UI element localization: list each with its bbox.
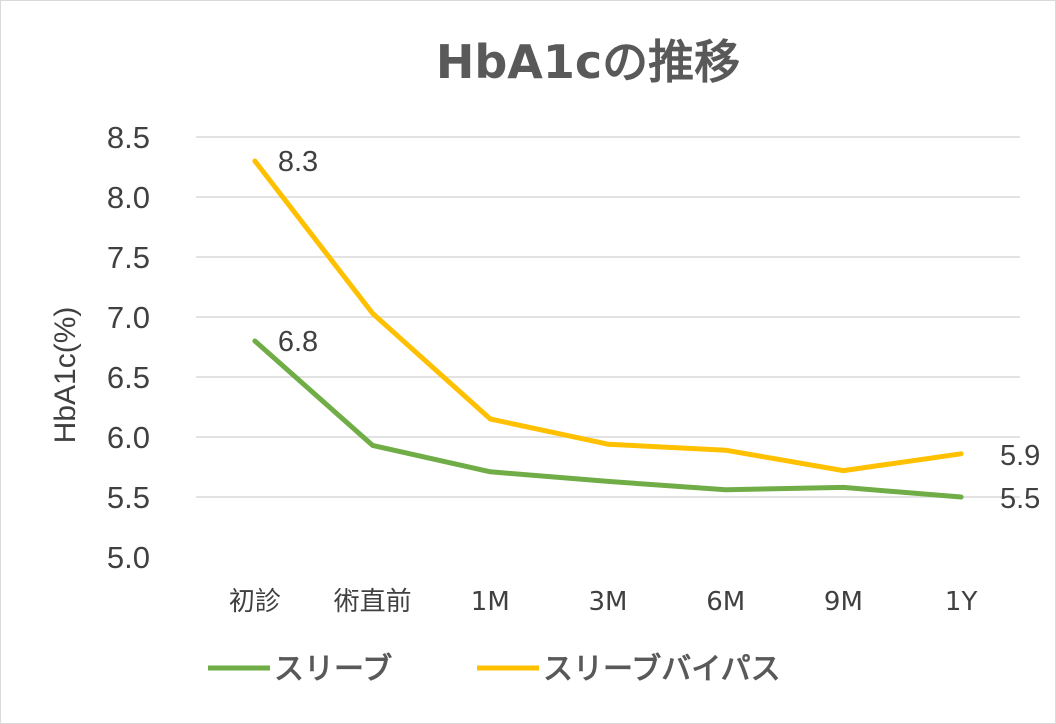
y-tick-label: 6.5	[107, 360, 150, 395]
y-tick-label: 7.0	[107, 300, 150, 335]
gridlines	[196, 136, 1020, 498]
y-tick-label: 6.0	[107, 420, 150, 455]
y-axis-ticks: 5.0 5.5 6.0 6.5 7.0 7.5 8.0 8.5	[107, 120, 150, 575]
x-axis-ticks: 初診 術直前 1M 3M 6M 9M 1Y	[229, 587, 978, 617]
series-lines	[252, 158, 964, 500]
x-tick-label: 初診	[229, 587, 281, 617]
x-tick-label: 6M	[706, 587, 745, 617]
data-label: 8.3	[278, 146, 318, 178]
x-tick-label: 術直前	[334, 587, 412, 617]
chart-title: HbA1cの推移	[436, 35, 740, 89]
x-tick-label: 9M	[824, 587, 863, 617]
x-tick-label: 1Y	[945, 587, 978, 617]
data-label: 5.5	[1000, 483, 1040, 515]
y-tick-label: 8.0	[107, 180, 150, 215]
y-tick-label: 8.5	[107, 120, 150, 155]
legend: スリーブ スリーブバイパス	[208, 652, 781, 687]
y-tick-label: 7.5	[107, 240, 150, 275]
y-axis-label: HbA1c(%)	[49, 307, 82, 444]
legend-label: スリーブバイパス	[543, 652, 781, 687]
data-labels: 6.8 5.5 8.3 5.9	[278, 146, 1040, 515]
data-label: 6.8	[278, 326, 318, 358]
legend-label: スリーブ	[274, 652, 392, 687]
x-tick-label: 1M	[471, 587, 510, 617]
series-line	[252, 338, 964, 500]
y-tick-label: 5.0	[107, 540, 150, 575]
x-tick-label: 3M	[589, 587, 628, 617]
data-label: 5.9	[1000, 440, 1040, 472]
y-tick-label: 5.5	[107, 480, 150, 515]
series-line	[252, 158, 964, 474]
